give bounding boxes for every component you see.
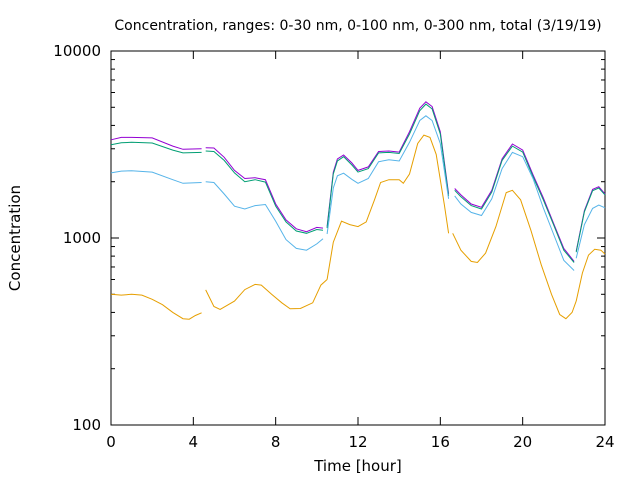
- series-2-segment-3: [326, 103, 450, 229]
- series-4-segment-4: [452, 189, 577, 320]
- series-1-segment-1: [110, 136, 202, 150]
- x-tick-label: 0: [106, 433, 116, 451]
- x-tick-label: 24: [595, 433, 614, 451]
- series-3-segment-3: [326, 115, 450, 235]
- series-2-segment-2: [205, 150, 324, 234]
- series-3-segment-5: [575, 204, 606, 259]
- y-tick-label: 1000: [63, 229, 101, 247]
- series-2-segment-5: [575, 187, 606, 253]
- series-layer: [110, 101, 606, 320]
- series-3-segment-1: [110, 170, 202, 184]
- y-tick-label: 10000: [53, 42, 101, 60]
- plot-frame: [110, 50, 606, 426]
- x-tick-label: 20: [513, 433, 532, 451]
- series-3-segment-4: [454, 151, 575, 271]
- series-3-segment-2: [205, 181, 324, 251]
- series-4-segment-3: [326, 134, 450, 280]
- x-tick-label: 12: [348, 433, 367, 451]
- chart-title: Concentration, ranges: 0-30 nm, 0-100 nm…: [114, 18, 601, 34]
- series-4-segment-2: [205, 279, 328, 310]
- x-axis-label: Time [hour]: [313, 457, 402, 475]
- minor-ticks: [111, 59, 605, 370]
- y-axis-label: Concentration: [6, 185, 24, 291]
- series-2-segment-4: [454, 145, 575, 263]
- major-ticks: 0 4 8 12 16 20 24 100 1000 10000: [53, 42, 614, 451]
- x-tick-label: 8: [271, 433, 281, 451]
- series-4-segment-1: [110, 293, 202, 320]
- series-1-segment-4: [454, 143, 575, 262]
- series-1-segment-2: [205, 147, 324, 233]
- y-tick-label: 100: [72, 416, 101, 434]
- series-2-segment-1: [110, 141, 202, 154]
- series-1-segment-3: [326, 101, 450, 227]
- x-tick-label: 4: [189, 433, 199, 451]
- x-tick-label: 16: [431, 433, 450, 451]
- series-4-segment-5: [575, 248, 606, 302]
